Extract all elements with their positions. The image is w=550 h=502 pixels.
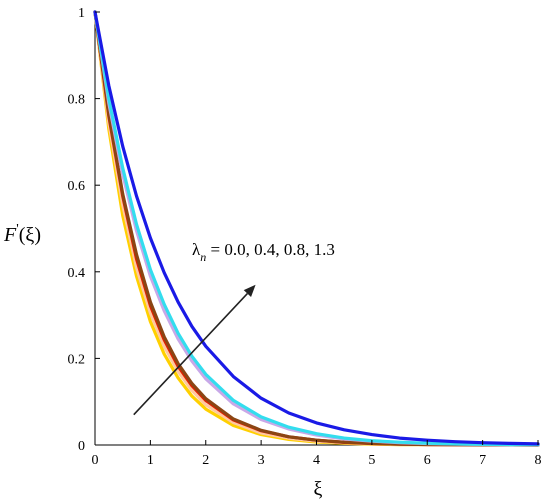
annotation-subscript: n: [200, 250, 206, 264]
y-axis-label-arg: (ξ): [19, 224, 41, 246]
y-tick-label: 0.2: [68, 352, 86, 367]
y-tick-label: 0: [78, 439, 85, 454]
axes: [94, 12, 538, 446]
annotation-symbol: λ: [192, 240, 201, 259]
x-tick-label: 4: [313, 453, 320, 468]
series-line-2: [93, 10, 540, 447]
x-axis-label: ξ: [314, 478, 323, 500]
y-axis-label-prime: ': [16, 222, 19, 237]
y-axis-label: F'(ξ): [3, 222, 41, 246]
x-tick-label: 5: [368, 453, 375, 468]
series-line-5: [93, 10, 540, 447]
annotation-label: λn = 0.0, 0.4, 0.8, 1.3: [192, 240, 335, 264]
y-axis-label-main: F: [3, 224, 17, 246]
y-tick-label: 1: [78, 6, 85, 21]
annotation-arrow: [133, 292, 248, 416]
series-line-1: [93, 10, 540, 447]
annotation-values: = 0.0, 0.4, 0.8, 1.3: [206, 240, 335, 259]
x-tick-label: 2: [202, 453, 209, 468]
series-layer: [93, 10, 540, 447]
x-tick-label: 8: [535, 453, 542, 468]
x-tick-label: 0: [92, 453, 99, 468]
annotation-arrowhead: [243, 284, 256, 297]
y-tick-label: 0.6: [68, 179, 86, 194]
x-tick-label: 7: [479, 453, 486, 468]
series-line-7: [93, 10, 540, 446]
tick-labels: 0 1 2 3 4 5 6 7 8 0 0.2 0.4 0.6 0.8 1: [68, 6, 542, 468]
series-line-6: [93, 10, 540, 447]
x-tick-label: 3: [258, 453, 265, 468]
x-tick-label: 6: [424, 453, 431, 468]
annotation: λn = 0.0, 0.4, 0.8, 1.3: [133, 240, 335, 416]
y-tick-label: 0.8: [68, 93, 86, 108]
series-line-3: [93, 10, 540, 447]
series-line-4: [93, 10, 540, 447]
y-tick-label: 0.4: [68, 266, 86, 281]
x-tick-label: 1: [147, 453, 154, 468]
